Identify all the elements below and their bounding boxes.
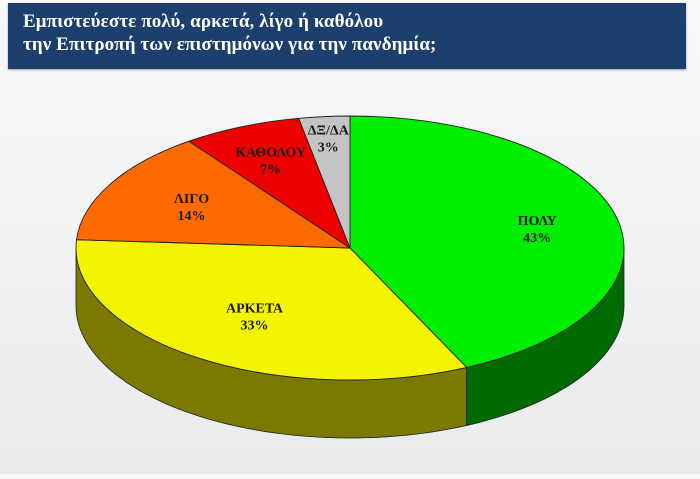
slice-value-καθολου: 7% (260, 163, 281, 178)
pie-top-group (75, 115, 625, 381)
chart-title: Εμπιστεύεστε πολύ, αρκετά, λίγο ή καθόλο… (23, 10, 663, 56)
pie-slice-δξ-δα (298, 115, 351, 249)
slice-value-λιγο: 14% (178, 209, 206, 224)
slice-value-αρκετα: 33% (241, 319, 269, 334)
slice-value-δξ-δα: 3% (318, 141, 339, 156)
chart-title-line-1: Εμπιστεύεστε πολύ, αρκετά, λίγο ή καθόλο… (23, 11, 384, 32)
chart-title-line-2: την Επιτροπή των επιστημόνων για την παν… (23, 34, 437, 55)
slice-label-πολυ: ΠΟΛΥ (518, 214, 557, 229)
pie-slice-πολυ (349, 115, 625, 368)
slice-label-αρκετα: ΑΡΚΕΤΑ (226, 302, 284, 317)
slice-value-πολυ: 43% (523, 231, 551, 246)
pie-slice-καθολου (188, 117, 351, 249)
pie-slice-αρκετα (75, 239, 468, 381)
slice-label-δξ-δα: ΔΞ/ΔΑ (308, 124, 350, 139)
chart-title-banner: Εμπιστεύεστε πολύ, αρκετά, λίγο ή καθόλο… (8, 3, 686, 69)
slice-label-καθολου: ΚΑΘΟΛΟΥ (235, 146, 306, 161)
pie-slice-λιγο (76, 140, 351, 249)
slice-label-λιγο: ΛΙΓΟ (174, 192, 209, 207)
pie-label-group: ΠΟΛΥ 43% ΑΡΚΕΤΑ 33% ΛΙΓΟ 14% ΚΑΘΟΛΟΥ 7% ΔΞ/ΔΑ 3% (174, 124, 557, 334)
